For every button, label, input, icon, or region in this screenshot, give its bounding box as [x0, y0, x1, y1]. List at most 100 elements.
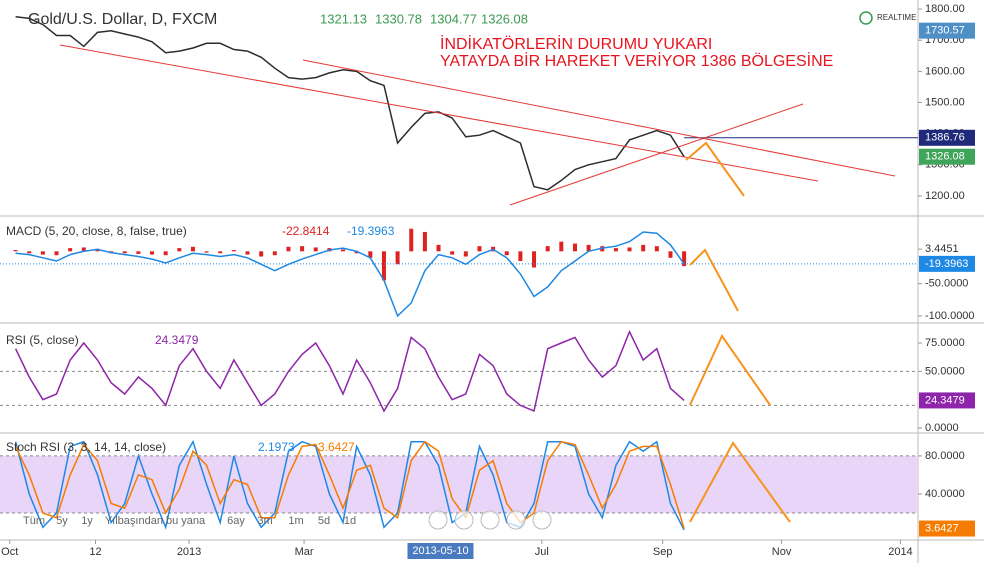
histogram-bar	[354, 251, 359, 254]
time-button[interactable]: 5y	[56, 515, 68, 527]
histogram-bar	[231, 250, 236, 252]
time-button[interactable]: 1d	[344, 515, 356, 527]
readout: -19.3963	[347, 224, 395, 238]
x-tick-label: Mar	[295, 546, 314, 558]
data-line	[14, 439, 685, 531]
readout: 3.6427	[318, 440, 355, 454]
crosshair-badge	[407, 543, 474, 559]
histogram-bar	[463, 251, 468, 257]
nav-button[interactable]	[506, 510, 526, 530]
histogram-bar	[40, 251, 45, 255]
histogram-bar	[627, 247, 632, 252]
data-line	[15, 231, 685, 318]
price-badge	[919, 255, 975, 272]
histogram-bar	[68, 248, 73, 252]
price-badge-label: 1326.08	[925, 151, 965, 163]
trend-line	[509, 103, 804, 206]
readout: 1330.78	[375, 11, 422, 26]
histogram-bar	[668, 251, 673, 258]
histogram-bar	[559, 241, 564, 252]
pane-title: Gold/U.S. Dollar, D, FXCM	[28, 11, 217, 28]
x-tick-label: 12	[89, 546, 101, 558]
time-button[interactable]: 5d	[318, 515, 330, 527]
histogram-bar	[163, 251, 168, 256]
trend-line	[59, 44, 819, 182]
y-tick-label: 75.0000	[925, 337, 965, 349]
band-fill	[0, 455, 918, 513]
readout: 2.1973	[258, 440, 295, 454]
price-badge	[919, 392, 975, 409]
readout: 1326.08	[481, 11, 528, 26]
x-tick-label: Oct	[1, 546, 18, 558]
x-tick-label: Sep	[653, 546, 673, 558]
projection	[689, 333, 771, 406]
y-tick-label: 1800.00	[925, 3, 965, 15]
x-tick-label: 2013	[177, 546, 201, 558]
price-badge	[919, 129, 975, 146]
price-badge-label: 1730.57	[925, 25, 965, 37]
price-badge	[919, 520, 975, 537]
time-button[interactable]: 6ay	[227, 515, 245, 527]
histogram-bar	[545, 246, 550, 252]
histogram-bar	[122, 251, 127, 254]
histogram-bar	[450, 251, 455, 255]
histogram-bar	[286, 246, 291, 252]
price-badge-label: 24.3479	[925, 394, 965, 406]
nav-button[interactable]	[454, 510, 474, 530]
time-button[interactable]: 1y	[81, 515, 93, 527]
nav-button[interactable]	[480, 510, 500, 530]
time-button[interactable]: Tüm	[23, 515, 45, 527]
y-tick-label: 1500.00	[925, 96, 965, 108]
price-badge	[919, 148, 975, 165]
histogram-bar	[150, 251, 155, 255]
histogram-bar	[341, 249, 346, 252]
x-tick-label: 2014	[888, 546, 912, 558]
projection	[685, 141, 745, 197]
histogram-bar	[532, 251, 537, 268]
histogram-bar	[409, 228, 414, 252]
overlay: İNDİKATÖRLERİN DURUMU YUKARI YATAYDA BİR…	[59, 11, 916, 523]
histogram-bar	[218, 251, 223, 254]
price-badge-label: 1386.76	[925, 132, 965, 144]
histogram-bar	[613, 248, 618, 252]
realtime-icon	[859, 11, 873, 25]
data-line	[15, 16, 685, 191]
histogram-bar	[300, 246, 305, 252]
y-tick-label: -100.0000	[925, 310, 975, 322]
histogram-bar	[177, 248, 182, 252]
price-badge-label: -19.3963	[925, 258, 968, 270]
histogram-bar	[136, 251, 141, 254]
y-tick-label: 1600.00	[925, 65, 965, 77]
y-tick-label: -50.0000	[925, 278, 968, 290]
histogram-bar	[13, 250, 18, 252]
time-button[interactable]: 3m	[257, 515, 272, 527]
data-line	[14, 440, 685, 529]
histogram-bar	[272, 251, 277, 256]
y-tick-label: 1200.00	[925, 190, 965, 202]
y-tick-label: 40.0000	[925, 488, 965, 500]
histogram-bar	[477, 246, 482, 252]
readout: 24.3479	[155, 333, 199, 347]
nav-button[interactable]	[532, 510, 552, 530]
readout: -22.8414	[282, 224, 330, 238]
histogram-bar	[422, 231, 427, 252]
pane-title: MACD (5, 20, close, 8, false, true)	[6, 224, 187, 238]
readout: 1321.13	[320, 11, 367, 26]
time-button[interactable]: 1m	[288, 515, 303, 527]
nav-button[interactable]	[428, 510, 448, 530]
y-tick-label: 3.4451	[925, 243, 959, 255]
histogram-bar	[504, 251, 509, 256]
histogram-bar	[204, 251, 209, 253]
y-tick-label: 80.0000	[925, 450, 965, 462]
trend-line	[302, 59, 896, 177]
time-button[interactable]: Yılbaşından bu yana	[105, 515, 206, 527]
histogram-bar	[313, 247, 318, 252]
annotation: İNDİKATÖRLERİN DURUMU YUKARI	[440, 34, 712, 53]
histogram-bar	[395, 251, 400, 265]
annotation: YATAYDA BİR HAREKET VERİYOR 1386 BÖLGESİ…	[440, 51, 833, 70]
histogram-bar	[27, 251, 32, 254]
histogram-bar	[518, 251, 523, 262]
data-line	[14, 329, 685, 413]
